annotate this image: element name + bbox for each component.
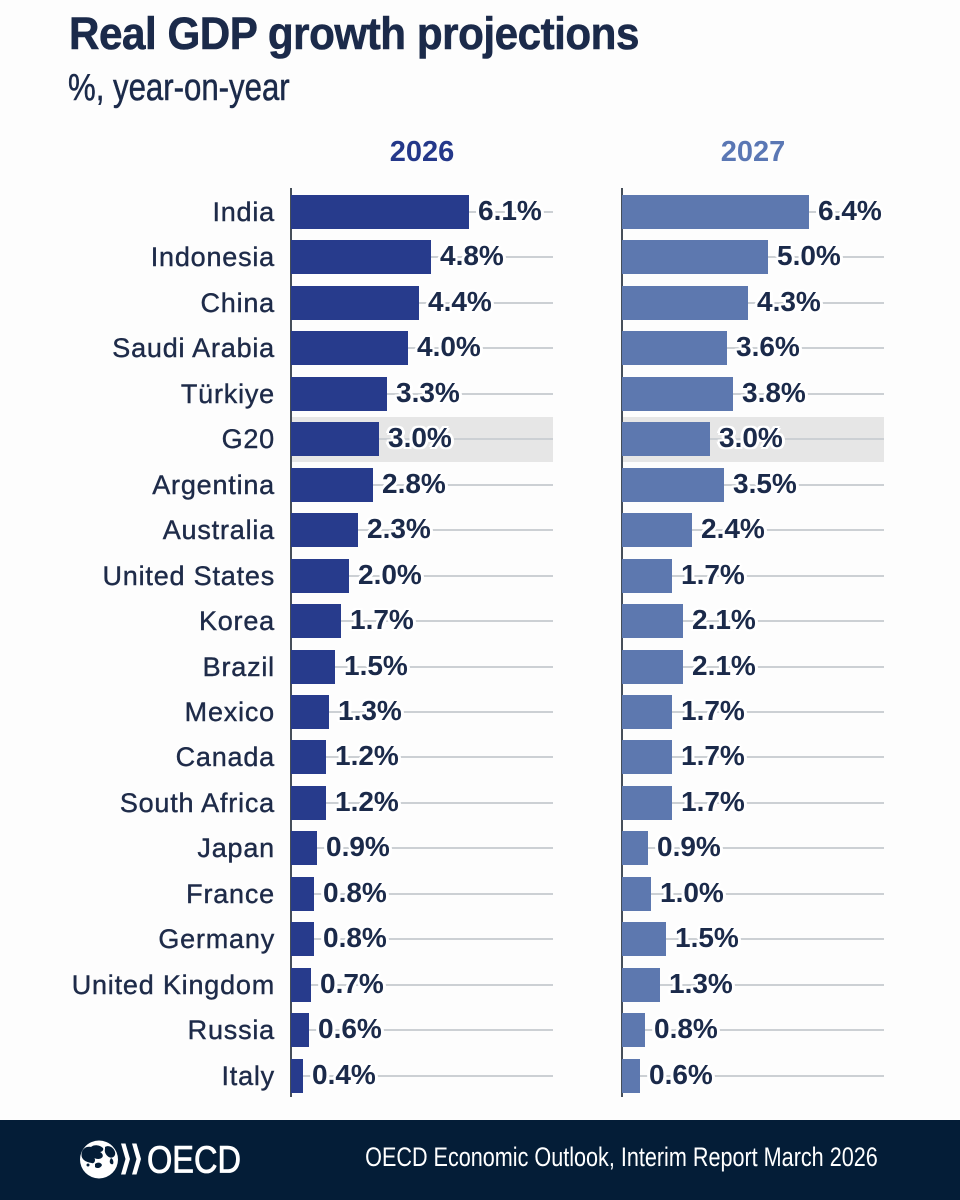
- svg-text:OECD: OECD: [147, 1140, 241, 1182]
